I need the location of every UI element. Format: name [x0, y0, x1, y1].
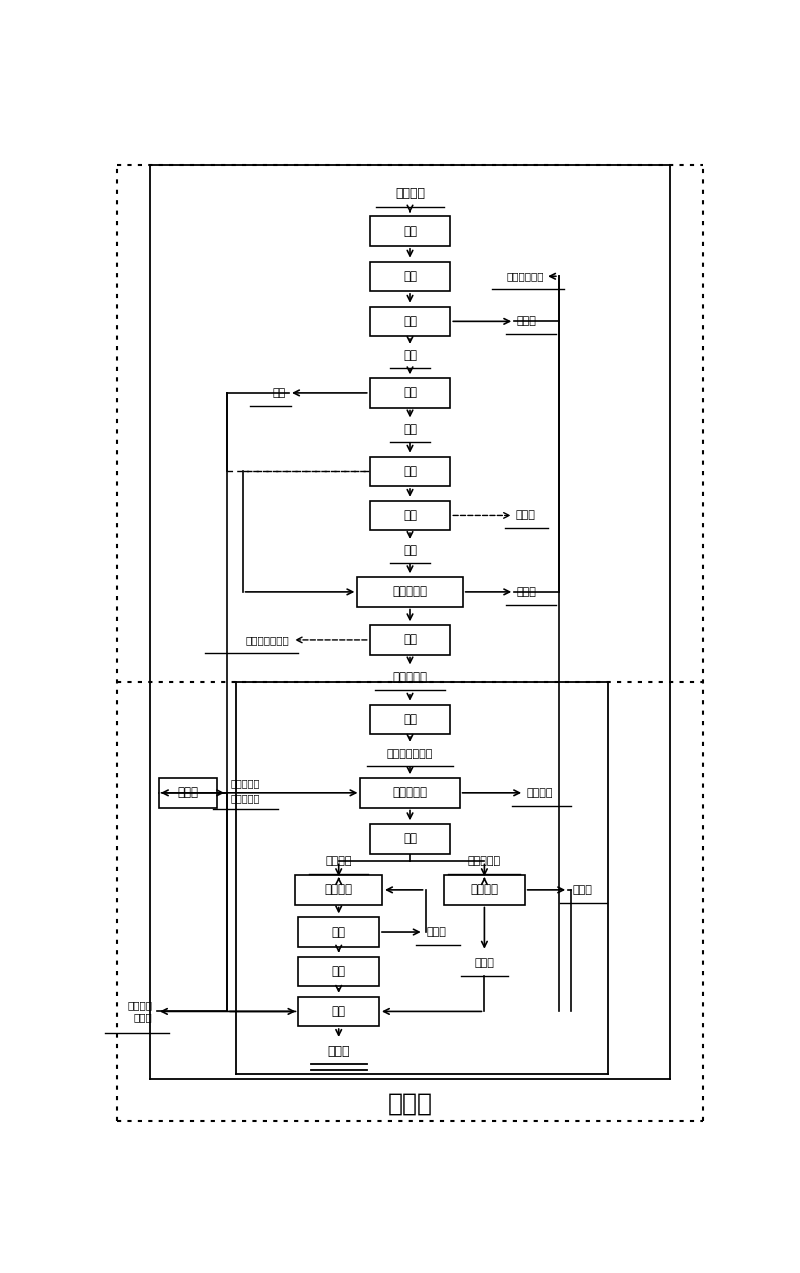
FancyBboxPatch shape [370, 261, 450, 292]
Text: 硫酸铝液: 硫酸铝液 [326, 857, 352, 867]
FancyBboxPatch shape [370, 500, 450, 530]
Text: 干燥: 干燥 [403, 349, 417, 362]
Text: 浸出: 浸出 [403, 465, 417, 477]
Text: 碱液回磨矿液: 碱液回磨矿液 [506, 271, 544, 281]
Text: 含铁硫酸铝结晶: 含铁硫酸铝结晶 [246, 635, 289, 645]
Text: 洗涤: 洗涤 [403, 545, 417, 558]
FancyBboxPatch shape [360, 778, 459, 807]
Text: 氨中和定量: 氨中和定量 [393, 787, 427, 799]
Text: 氨气: 氨气 [273, 388, 286, 398]
FancyBboxPatch shape [444, 875, 525, 905]
Text: 过滤: 过滤 [403, 509, 417, 522]
Text: 母液水: 母液水 [426, 927, 446, 937]
Text: 下碱: 下碱 [332, 965, 346, 978]
FancyBboxPatch shape [358, 577, 462, 607]
FancyBboxPatch shape [295, 875, 382, 905]
FancyBboxPatch shape [298, 997, 379, 1026]
Text: 二氧化硫: 二氧化硫 [526, 788, 553, 798]
FancyBboxPatch shape [370, 457, 450, 486]
FancyBboxPatch shape [370, 307, 450, 336]
FancyBboxPatch shape [298, 956, 379, 985]
FancyBboxPatch shape [370, 625, 450, 654]
Text: 硫酸铝溶液: 硫酸铝溶液 [231, 793, 260, 803]
Text: 磨矿: 磨矿 [403, 270, 417, 283]
Text: 废液水: 废液水 [517, 587, 537, 597]
Text: 废液水: 废液水 [474, 959, 494, 969]
Text: 磁选: 磁选 [332, 1004, 346, 1018]
Text: 层间三液: 层间三液 [325, 883, 353, 896]
Text: 氧化铝: 氧化铝 [327, 1045, 350, 1058]
Text: 方案三: 方案三 [387, 1091, 433, 1115]
FancyBboxPatch shape [370, 378, 450, 407]
Text: 水溶: 水溶 [403, 713, 417, 726]
FancyBboxPatch shape [158, 778, 218, 807]
Text: 碱液循环成: 碱液循环成 [231, 778, 260, 788]
Text: 过滤: 过滤 [403, 833, 417, 845]
Text: 磁选: 磁选 [403, 224, 417, 238]
Text: 氢氧化铝液: 氢氧化铝液 [468, 857, 501, 867]
FancyBboxPatch shape [370, 216, 450, 246]
Text: 硫酸铝饱和溶液: 硫酸铝饱和溶液 [387, 749, 433, 759]
Text: 氨气和二
氧化硫: 氨气和二 氧化硫 [128, 1001, 153, 1022]
FancyBboxPatch shape [370, 824, 450, 854]
Text: 硫酸铝晶体: 硫酸铝晶体 [393, 671, 427, 684]
FancyBboxPatch shape [370, 705, 450, 735]
FancyBboxPatch shape [298, 918, 379, 947]
Text: 水循环: 水循环 [178, 787, 198, 799]
Text: 配剂: 配剂 [403, 423, 417, 435]
Text: 废液水: 废液水 [517, 317, 537, 326]
Text: 高效蒸发: 高效蒸发 [470, 883, 498, 896]
Text: 过滤: 过滤 [403, 634, 417, 647]
Text: 焙烧: 焙烧 [403, 387, 417, 400]
Text: 过滤: 过滤 [332, 925, 346, 938]
Text: 脱水: 脱水 [403, 314, 417, 328]
Text: 氧化硅: 氧化硅 [515, 510, 535, 521]
Text: 蒸发水: 蒸发水 [573, 885, 592, 895]
Text: 蒸发结晶析: 蒸发结晶析 [393, 586, 427, 598]
Text: 含铝物料: 含铝物料 [395, 187, 425, 200]
